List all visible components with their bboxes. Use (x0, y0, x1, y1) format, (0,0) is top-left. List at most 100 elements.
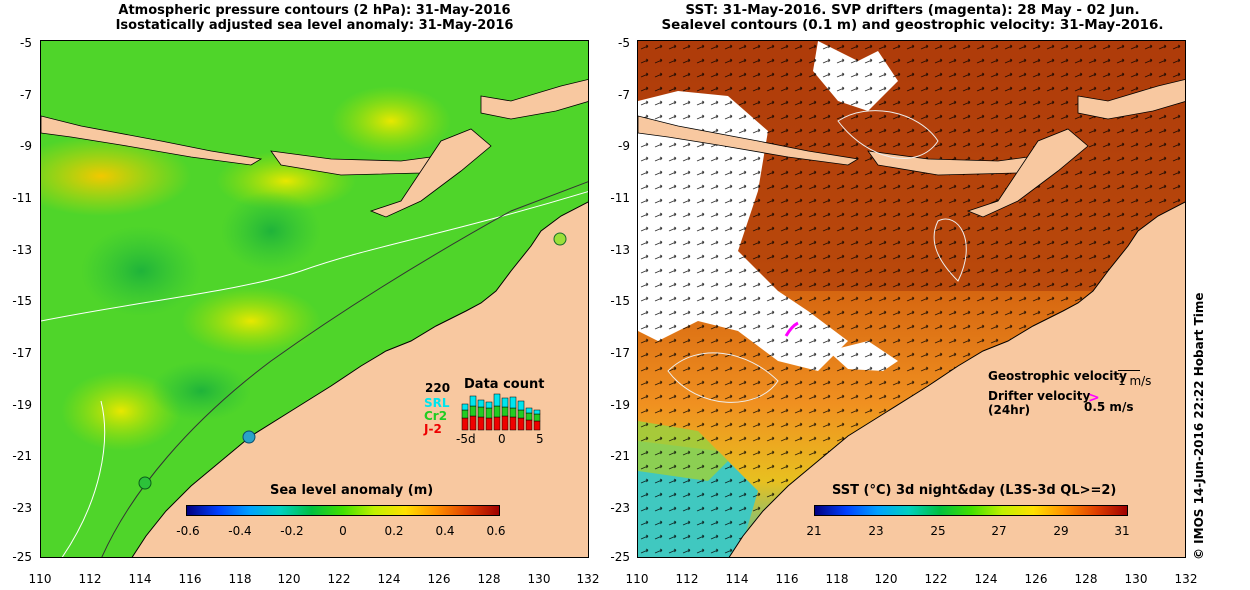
right-lat-tick: -19 (610, 398, 630, 412)
sla-tick-6: 0.6 (486, 524, 506, 538)
left-lon-tick: 130 (527, 572, 551, 586)
right-lon-tick: 116 (775, 572, 799, 586)
left-lon-tick: 128 (477, 572, 501, 586)
right-lon-tick: 128 (1074, 572, 1098, 586)
sla-tick-1: -0.4 (228, 524, 252, 538)
left-lat-tick: -5 (20, 36, 32, 50)
java-island (41, 115, 263, 166)
sst-map (637, 40, 1186, 558)
australia-land (131, 201, 588, 557)
right-lat-tick: -17 (610, 346, 630, 360)
sla-tick-3: 0 (339, 524, 347, 538)
series-j2-label: J-2 (424, 422, 442, 436)
drifter-scale: 0.5 m/s (1084, 400, 1134, 414)
geostrophic-label: Geostrophic velocity (988, 369, 1127, 383)
left-lon-tick: 114 (128, 572, 152, 586)
left-lat-tick: -25 (12, 550, 32, 564)
left-lon-tick: 112 (78, 572, 102, 586)
left-lon-tick: 116 (178, 572, 202, 586)
shelf-contour (101, 181, 588, 557)
drifter-arrow-icon: > (1088, 390, 1100, 406)
left-lon-tick: 110 (28, 572, 52, 586)
right-lon-tick: 122 (924, 572, 948, 586)
right-lat-tick: -23 (610, 501, 630, 515)
right-lat-tick: -5 (618, 36, 630, 50)
count-tick-end: 5 (536, 432, 544, 446)
left-lat-tick: -19 (12, 398, 32, 412)
sst-tick-4: 29 (1053, 524, 1069, 538)
count-tick-mid: 0 (498, 432, 506, 446)
geostrophic-arrow-icon (1118, 370, 1140, 371)
right-title-line2: Sealevel contours (0.1 m) and geostrophi… (661, 17, 1164, 33)
sla-map-svg (41, 41, 588, 557)
left-lat-tick: -23 (12, 501, 32, 515)
right-lon-tick: 126 (1024, 572, 1048, 586)
right-lon-tick: 120 (874, 572, 898, 586)
sla-high-west (41, 136, 191, 216)
sla-tick-5: 0.4 (435, 524, 455, 538)
tide-gauge-2 (242, 430, 256, 444)
left-lat-tick: -17 (12, 346, 32, 360)
right-lon-tick: 124 (974, 572, 998, 586)
right-lon-tick: 130 (1124, 572, 1148, 586)
left-lon-tick: 118 (228, 572, 252, 586)
sst-timor (966, 128, 1089, 218)
data-count-heading: Data count (464, 377, 545, 392)
right-lon-tick: 110 (625, 572, 649, 586)
left-lat-tick: -15 (12, 294, 32, 308)
sst-map-svg (638, 41, 1185, 557)
sst-java-island (638, 115, 860, 166)
sst-colorbar (814, 505, 1128, 516)
left-lat-tick: -9 (20, 139, 32, 153)
sla-colorbar (186, 505, 500, 516)
right-lat-tick: -9 (618, 139, 630, 153)
left-lon-tick: 126 (427, 572, 451, 586)
northern-islands (480, 79, 588, 120)
left-lat-tick: -13 (12, 243, 32, 257)
right-lat-tick: -7 (618, 88, 630, 102)
sst-colorbar-label: SST (°C) 3d night&day (L3S-3d QL>=2) (832, 483, 1117, 498)
sla-colorbar-label: Sea level anomaly (m) (270, 483, 434, 498)
left-lat-tick: -7 (20, 88, 32, 102)
left-lon-tick: 124 (377, 572, 401, 586)
sla-low-1 (81, 226, 201, 316)
count-tick-start: -5d (456, 432, 476, 446)
right-lat-tick: -15 (610, 294, 630, 308)
pressure-contour-2 (61, 400, 106, 557)
sla-tick-4: 0.2 (384, 524, 404, 538)
tide-gauge-3 (138, 476, 152, 490)
sla-low-3 (151, 361, 251, 421)
left-lon-tick: 120 (277, 572, 301, 586)
sst-tick-1: 23 (868, 524, 884, 538)
sla-tick-0: -0.6 (176, 524, 200, 538)
bars-group (461, 393, 541, 431)
sst-australia-land (728, 201, 1185, 557)
sla-high-south (181, 286, 321, 356)
sealevel-contour-2 (933, 218, 967, 282)
geostrophic-scale: 1 m/s (1118, 374, 1152, 388)
right-lat-tick: -11 (610, 191, 630, 205)
left-lon-tick: 122 (327, 572, 351, 586)
drifter-label-2: (24hr) (988, 403, 1031, 417)
sla-tick-2: -0.2 (280, 524, 304, 538)
sst-tick-5: 31 (1114, 524, 1130, 538)
sst-tick-3: 27 (991, 524, 1007, 538)
sst-northern-islands (1077, 79, 1185, 120)
right-lat-tick: -21 (610, 449, 630, 463)
tide-gauge-1 (553, 232, 567, 246)
sst-tick-2: 25 (930, 524, 946, 538)
left-title-line2: Isostatically adjusted sea level anomaly… (115, 18, 514, 33)
right-lon-tick: 114 (725, 572, 749, 586)
right-title: SST: 31-May-2016. SVP drifters (magenta)… (615, 3, 1210, 33)
drifter-label-1: Drifter velocity (988, 389, 1091, 403)
sla-high-north (331, 86, 451, 156)
right-lat-tick: -25 (610, 550, 630, 564)
left-lon-tick: 132 (576, 572, 600, 586)
sst-tick-0: 21 (806, 524, 822, 538)
left-title: Atmospheric pressure contours (2 hPa): 3… (40, 3, 589, 33)
left-lat-tick: -11 (12, 191, 32, 205)
series-cr2-label: Cr2 (424, 409, 448, 423)
left-title-line1: Atmospheric pressure contours (2 hPa): 3… (118, 3, 511, 18)
right-title-line1: SST: 31-May-2016. SVP drifters (magenta)… (685, 2, 1140, 18)
sla-map (40, 40, 589, 558)
